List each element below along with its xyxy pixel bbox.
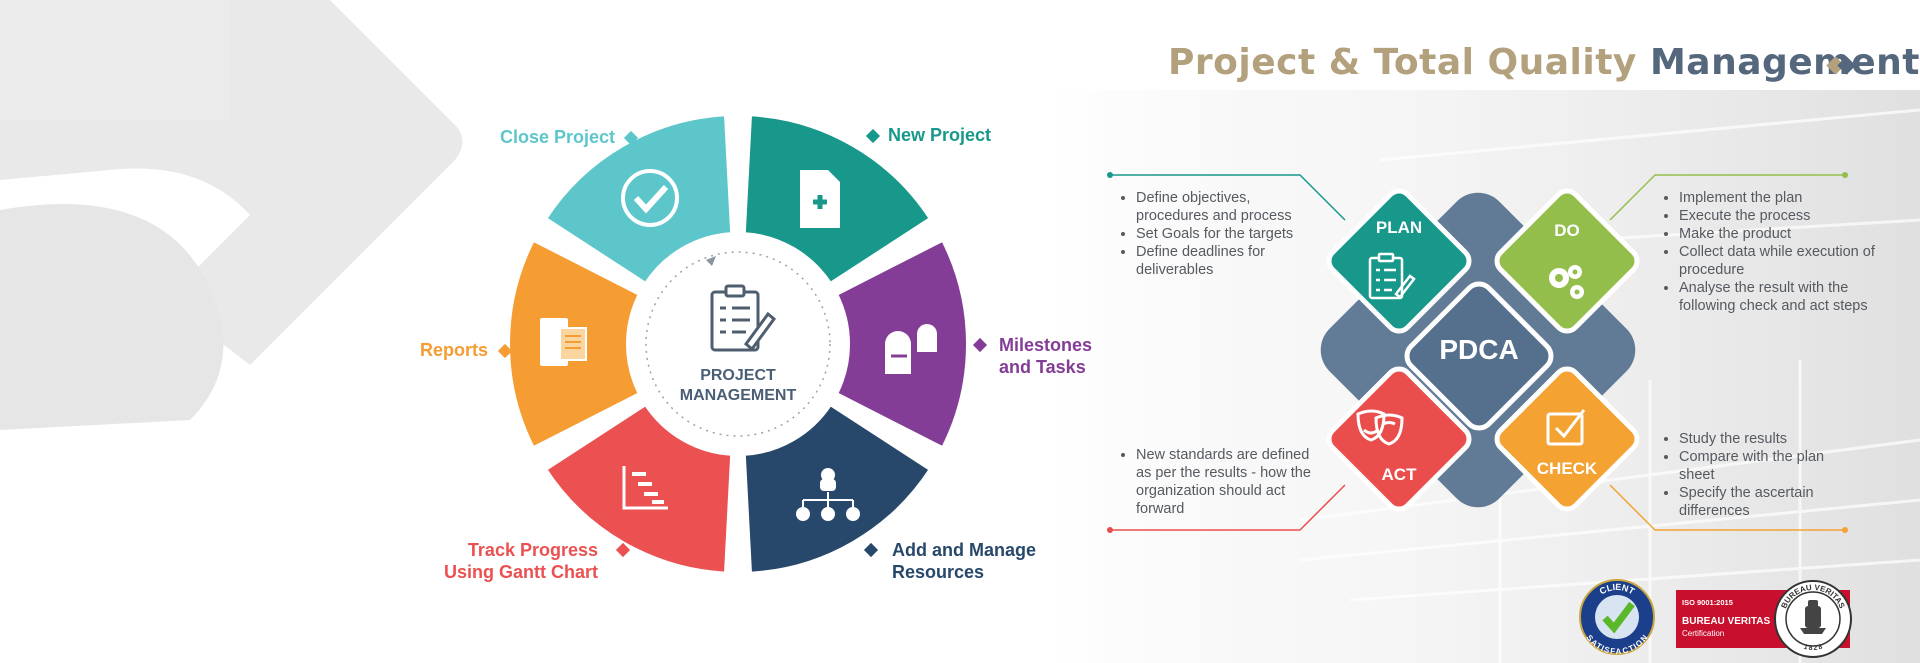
- track-progress-line2: Using Gantt Chart: [443, 562, 598, 582]
- list-item: Make the product: [1679, 225, 1879, 243]
- list-item: New standards are defined as per the res…: [1136, 446, 1326, 518]
- plan-diamond: [1326, 188, 1472, 334]
- list-item: Analyse the result with the following ch…: [1679, 279, 1879, 315]
- milestones-line1: Milestones: [999, 335, 1093, 355]
- client-satisfaction-badge: CLIENT SATISFACTION: [1579, 579, 1655, 656]
- list-item: Specify the ascertain differences: [1679, 484, 1849, 520]
- act-label: ACT: [1381, 465, 1417, 484]
- add-resources-label: Add and Manage Resources: [863, 539, 1037, 583]
- check-label: CHECK: [1536, 459, 1598, 478]
- bv-name-text: BUREAU VERITAS: [1682, 616, 1771, 627]
- center-label-line1: PROJECT: [700, 367, 776, 384]
- pdca-center-label: PDCA: [1439, 334, 1519, 365]
- list-item: Define deadlines for deliverables: [1136, 243, 1316, 279]
- do-label: DO: [1554, 221, 1580, 240]
- org-chart-icon: [796, 468, 860, 521]
- act-diamond: [1326, 366, 1472, 512]
- plan-label: PLAN: [1375, 218, 1423, 237]
- check-list: Study the results Compare with the plan …: [1655, 430, 1849, 520]
- checkmark-icon: [1602, 601, 1635, 634]
- list-item: Study the results: [1679, 430, 1849, 448]
- plan-clipboard-icon: [1368, 252, 1416, 300]
- gantt-chart-icon: [622, 466, 668, 510]
- center-label-line2: MANAGEMENT: [679, 387, 797, 404]
- check-box-icon: [1546, 409, 1586, 446]
- do-diamond: [1494, 188, 1640, 334]
- bureau-veritas-seal: BUREAU VERITAS 1828: [1774, 580, 1852, 658]
- client-text: CLIENT: [1598, 582, 1637, 597]
- clipboard-icon: [710, 284, 777, 352]
- track-progress-segment: [543, 401, 735, 576]
- check-connector: [1609, 484, 1845, 531]
- list-item: Implement the plan: [1679, 189, 1879, 207]
- bv-crest-icon: [1800, 600, 1826, 634]
- list-item: Compare with the plan sheet: [1679, 448, 1849, 484]
- list-item: Collect data while execution of procedur…: [1679, 243, 1879, 279]
- project-management-center-label: PROJECT MANAGEMENT: [660, 366, 816, 406]
- close-project-text: Close Project: [500, 127, 616, 147]
- act-list: New standards are defined as per the res…: [1112, 446, 1326, 518]
- do-list: Implement the plan Execute the process M…: [1655, 189, 1879, 315]
- page-title: Project & Total Quality Management: [1168, 42, 1920, 83]
- plan-connector: [1110, 174, 1346, 221]
- svg-text:CLIENT: CLIENT: [1598, 582, 1637, 597]
- add-resources-segment: [741, 401, 933, 576]
- check-diamond: [1494, 366, 1640, 512]
- reports-label: Reports: [420, 339, 513, 361]
- add-resources-line1: Add and Manage: [892, 540, 1037, 560]
- act-connector: [1110, 484, 1346, 531]
- list-item: Execute the process: [1679, 207, 1879, 225]
- milestones-label: Milestones and Tasks: [972, 334, 1093, 378]
- title-diamonds-icon: [1826, 56, 1856, 75]
- reports-icon: [540, 318, 587, 366]
- reports-text: Reports: [420, 340, 489, 360]
- act-masks-icon: [1356, 409, 1404, 446]
- new-project-text: New Project: [888, 125, 992, 145]
- check-circle-icon: [621, 169, 679, 227]
- track-progress-line1: Track Progress: [467, 540, 598, 560]
- close-project-label: Close Project: [500, 126, 639, 148]
- iso-text: ISO 9001:2015: [1682, 598, 1733, 607]
- do-gears-icon: [1549, 265, 1584, 299]
- new-project-label: New Project: [865, 124, 992, 146]
- center-dotted-ring: [645, 251, 831, 437]
- list-item: Set Goals for the targets: [1136, 225, 1316, 243]
- track-progress-label: Track Progress Using Gantt Chart: [440, 539, 631, 583]
- milestones-line2: and Tasks: [999, 357, 1086, 377]
- bv-cert-text: Certification: [1682, 629, 1725, 638]
- do-connector: [1609, 174, 1845, 221]
- list-item: Define objectives, procedures and proces…: [1136, 189, 1316, 225]
- title-part1: Project & Total Quality: [1168, 42, 1637, 83]
- new-document-icon: [800, 170, 840, 228]
- title-part2: Management: [1649, 42, 1920, 83]
- pdca-center-diamond: [1404, 281, 1554, 431]
- ring-arrow-icon: [706, 256, 716, 266]
- plan-list: Define objectives, procedures and proces…: [1112, 189, 1316, 279]
- milestones-icon: [885, 324, 937, 374]
- add-resources-line2: Resources: [892, 562, 985, 582]
